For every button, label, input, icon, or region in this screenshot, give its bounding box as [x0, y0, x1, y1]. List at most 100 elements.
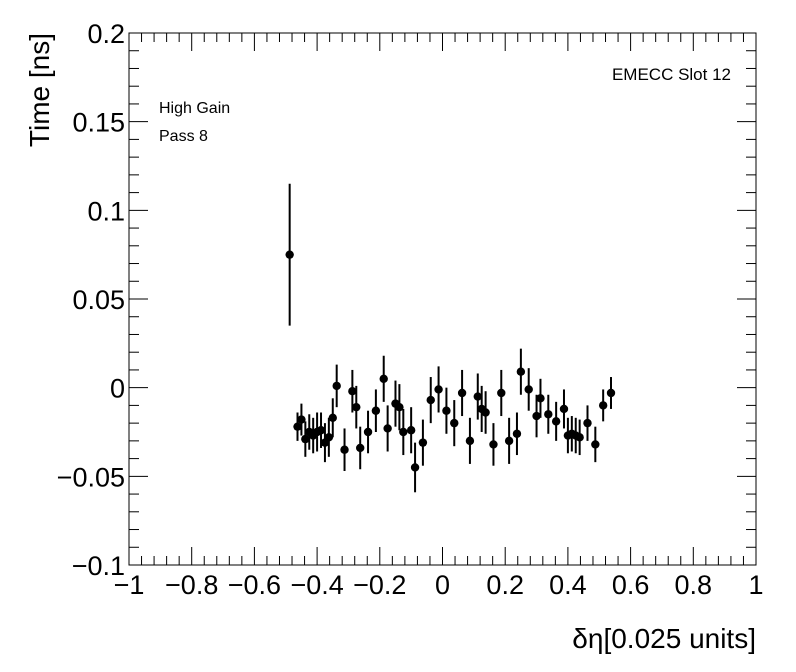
x-tick-labels: −1 −0.8 −0.6 −0.4 −0.2 0 0.2 0.4 0.6 0.8 1 [114, 570, 764, 600]
y-axis-title: Time [ns] [24, 33, 55, 147]
data-point [465, 417, 475, 464]
point-marker [598, 401, 608, 410]
data-point [457, 369, 467, 417]
x-tick-label: 0 [435, 570, 450, 600]
data-point [395, 384, 404, 431]
data-point [512, 412, 522, 456]
point-marker [285, 250, 294, 259]
x-tick-label: 0.4 [549, 570, 587, 600]
data-point [591, 426, 600, 463]
y-tick-label: 0.05 [72, 285, 125, 315]
point-marker [559, 404, 569, 414]
x-tick-label: −0.4 [290, 570, 343, 600]
point-marker [442, 406, 451, 415]
data-point [524, 368, 533, 411]
point-marker [418, 438, 428, 447]
point-marker [575, 433, 584, 442]
point-marker [481, 408, 490, 417]
data-point [301, 421, 310, 457]
x-tick-label: 0.2 [486, 570, 524, 600]
data-point [489, 423, 498, 466]
data-point [328, 398, 337, 438]
point-marker [504, 436, 514, 446]
data-point [473, 373, 482, 420]
point-marker [406, 426, 416, 435]
point-marker [399, 427, 408, 437]
data-point [399, 408, 408, 456]
y-tick-label: −0.1 [72, 551, 125, 581]
data-points [285, 183, 616, 493]
point-marker [363, 427, 373, 437]
point-marker [512, 429, 522, 438]
x-tick-label: 1 [748, 570, 763, 600]
point-marker [450, 418, 459, 428]
data-point [426, 377, 435, 424]
point-marker [352, 402, 361, 412]
annotation-slot: EMECC Slot 12 [612, 65, 731, 84]
x-tick-label: −1 [114, 570, 145, 600]
point-marker [316, 426, 326, 435]
point-marker [591, 440, 600, 449]
data-point [340, 428, 349, 472]
point-marker [297, 415, 306, 424]
point-marker [340, 445, 349, 454]
data-point [383, 405, 392, 452]
x-tick-label: 0.8 [675, 570, 713, 600]
data-point [418, 419, 428, 466]
y-tick-label: 0.2 [87, 19, 125, 49]
point-marker [356, 443, 365, 453]
point-marker [332, 381, 341, 391]
point-marker [473, 392, 482, 401]
point-marker [301, 434, 310, 444]
data-point [410, 442, 420, 493]
x-tick-label: −0.6 [228, 570, 281, 600]
point-marker [371, 406, 381, 415]
data-point [293, 412, 302, 441]
point-marker [379, 374, 388, 383]
point-marker [544, 410, 553, 419]
point-marker [348, 387, 357, 396]
data-point [371, 389, 381, 432]
data-point [516, 348, 526, 395]
data-point [363, 410, 373, 454]
y-tick-label: 0.1 [87, 196, 125, 226]
data-point [497, 369, 506, 417]
data-point [379, 355, 388, 402]
data-point [332, 364, 341, 408]
data-point [544, 394, 553, 434]
data-point [352, 385, 361, 429]
axis-ticks [128, 32, 757, 566]
x-tick-label: −0.2 [353, 570, 406, 600]
point-marker [536, 394, 545, 403]
annotation-gain: High Gain [159, 100, 230, 117]
y-tick-label: −0.05 [57, 462, 125, 492]
point-marker [383, 424, 392, 433]
x-axis-title: δη[0.025 units] [572, 623, 756, 654]
point-marker [524, 385, 533, 394]
point-marker [324, 433, 334, 442]
data-point [551, 401, 561, 441]
data-point [297, 403, 306, 436]
point-marker [426, 395, 435, 405]
point-marker [532, 411, 541, 421]
y-tick-label: 0.15 [72, 108, 125, 138]
data-point [532, 394, 541, 438]
data-point [356, 426, 365, 470]
data-point [559, 389, 569, 429]
point-marker [457, 388, 467, 398]
point-marker [606, 388, 616, 398]
x-tick-label: 0.6 [612, 570, 650, 600]
point-marker [410, 463, 420, 472]
point-marker [293, 422, 302, 431]
data-point [536, 378, 545, 418]
data-point [324, 417, 334, 457]
data-point [575, 419, 584, 456]
data-point [434, 366, 443, 413]
point-marker [328, 413, 337, 423]
point-marker [516, 367, 526, 376]
point-marker [434, 385, 443, 394]
x-tick-label: −0.8 [165, 570, 218, 600]
data-point [606, 377, 616, 409]
point-marker [497, 388, 506, 398]
